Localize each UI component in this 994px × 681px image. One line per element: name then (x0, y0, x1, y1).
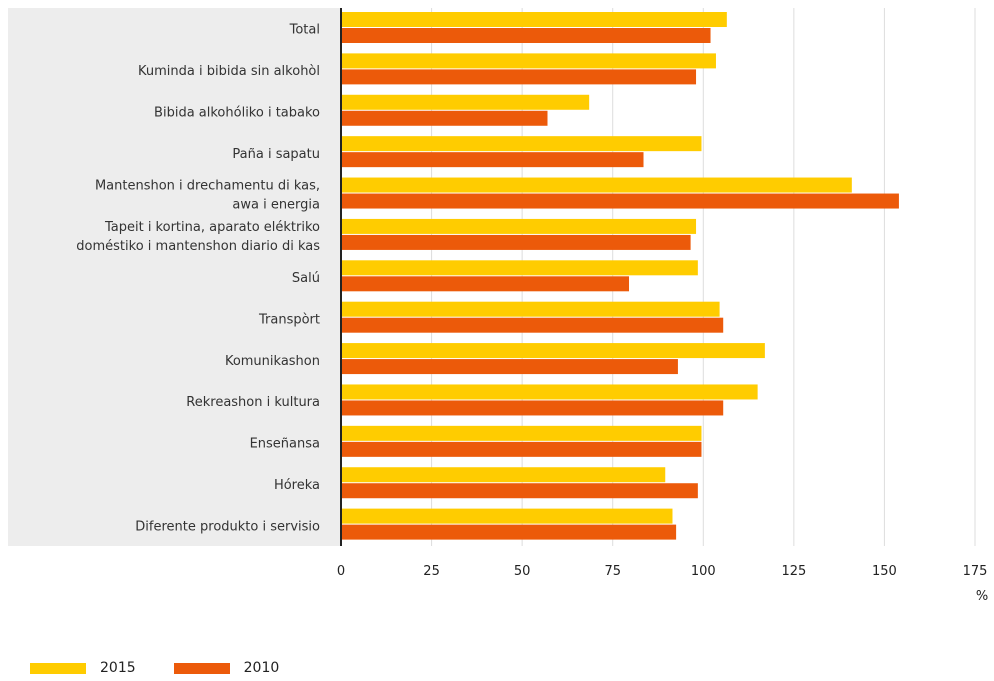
category-label-3-0: Paña i sapatu (232, 147, 320, 162)
bar-2010-1 (341, 69, 697, 85)
category-label-11-0: Hóreka (274, 478, 320, 493)
x-tick-label-125: 125 (781, 564, 806, 579)
legend-item-2015: 2015 (30, 660, 136, 676)
bar-2015-10 (341, 425, 702, 441)
x-tick-label-150: 150 (872, 564, 897, 579)
category-label-4-0: Mantenshon i drechamentu di kas, (95, 179, 320, 194)
bar-2010-4 (341, 193, 899, 209)
x-tick-label-100: 100 (691, 564, 716, 579)
category-label-12-0: Diferente produkto i servisio (135, 519, 320, 534)
bar-2010-2 (341, 110, 548, 126)
bar-2010-10 (341, 441, 702, 457)
bar-2015-3 (341, 136, 702, 152)
category-label-1-0: Kuminda i bibida sin alkohòl (138, 64, 320, 79)
legend: 2015 2010 (30, 660, 317, 676)
category-label-0-0: Total (289, 23, 320, 38)
bar-2010-8 (341, 359, 678, 375)
category-label-panel (8, 8, 341, 546)
legend-swatch-2015 (30, 662, 86, 674)
x-tick-label-75: 75 (604, 564, 621, 579)
bar-2015-7 (341, 301, 720, 317)
bar-2015-6 (341, 260, 698, 276)
category-label-10-0: Enseñansa (250, 437, 320, 452)
x-tick-label-0: 0 (337, 564, 345, 579)
x-tick-label-25: 25 (423, 564, 440, 579)
bar-2010-11 (341, 483, 698, 499)
category-label-5-0: Tapeit i kortina, aparato eléktriko (104, 220, 320, 235)
x-tick-label-175: 175 (963, 564, 988, 579)
legend-label-2015: 2015 (100, 660, 136, 676)
legend-swatch-2010 (173, 662, 230, 674)
bar-2015-2 (341, 94, 590, 110)
category-label-6-0: Salú (292, 271, 320, 286)
category-label-5-1: doméstiko i mantenshon diario di kas (76, 239, 320, 254)
bar-2015-11 (341, 467, 666, 483)
legend-label-2010: 2010 (243, 660, 280, 676)
bar-2010-9 (341, 400, 724, 416)
bar-2010-3 (341, 152, 644, 168)
bar-2015-8 (341, 343, 765, 359)
category-label-7-0: Transpòrt (258, 312, 320, 327)
bar-2010-6 (341, 276, 630, 292)
bar-2015-0 (341, 12, 727, 27)
bar-2015-12 (341, 508, 673, 524)
bar-2015-1 (341, 53, 716, 69)
bar-2010-12 (341, 524, 677, 540)
bar-2010-0 (341, 28, 711, 43)
category-label-9-0: Rekreashon i kultura (186, 395, 320, 410)
bar-2010-7 (341, 317, 724, 333)
x-unit-label: % (976, 589, 988, 604)
legend-item-2010: 2010 (173, 660, 280, 676)
category-label-8-0: Komunikashon (225, 354, 320, 369)
x-tick-labels: 0 25 50 75 100 125 150 175 (337, 564, 988, 579)
bar-2010-5 (341, 234, 691, 250)
category-label-2-0: Bibida alkohóliko i tabako (154, 105, 320, 120)
x-tick-label-50: 50 (514, 564, 531, 579)
category-label-4-1: awa i energia (232, 198, 320, 213)
bar-2015-9 (341, 384, 758, 400)
bar-2015-4 (341, 177, 852, 193)
category-labels: Total Kuminda i bibida sin alkohòl Bibida … (76, 23, 320, 535)
bars (341, 12, 899, 540)
bar-2015-5 (341, 218, 697, 234)
